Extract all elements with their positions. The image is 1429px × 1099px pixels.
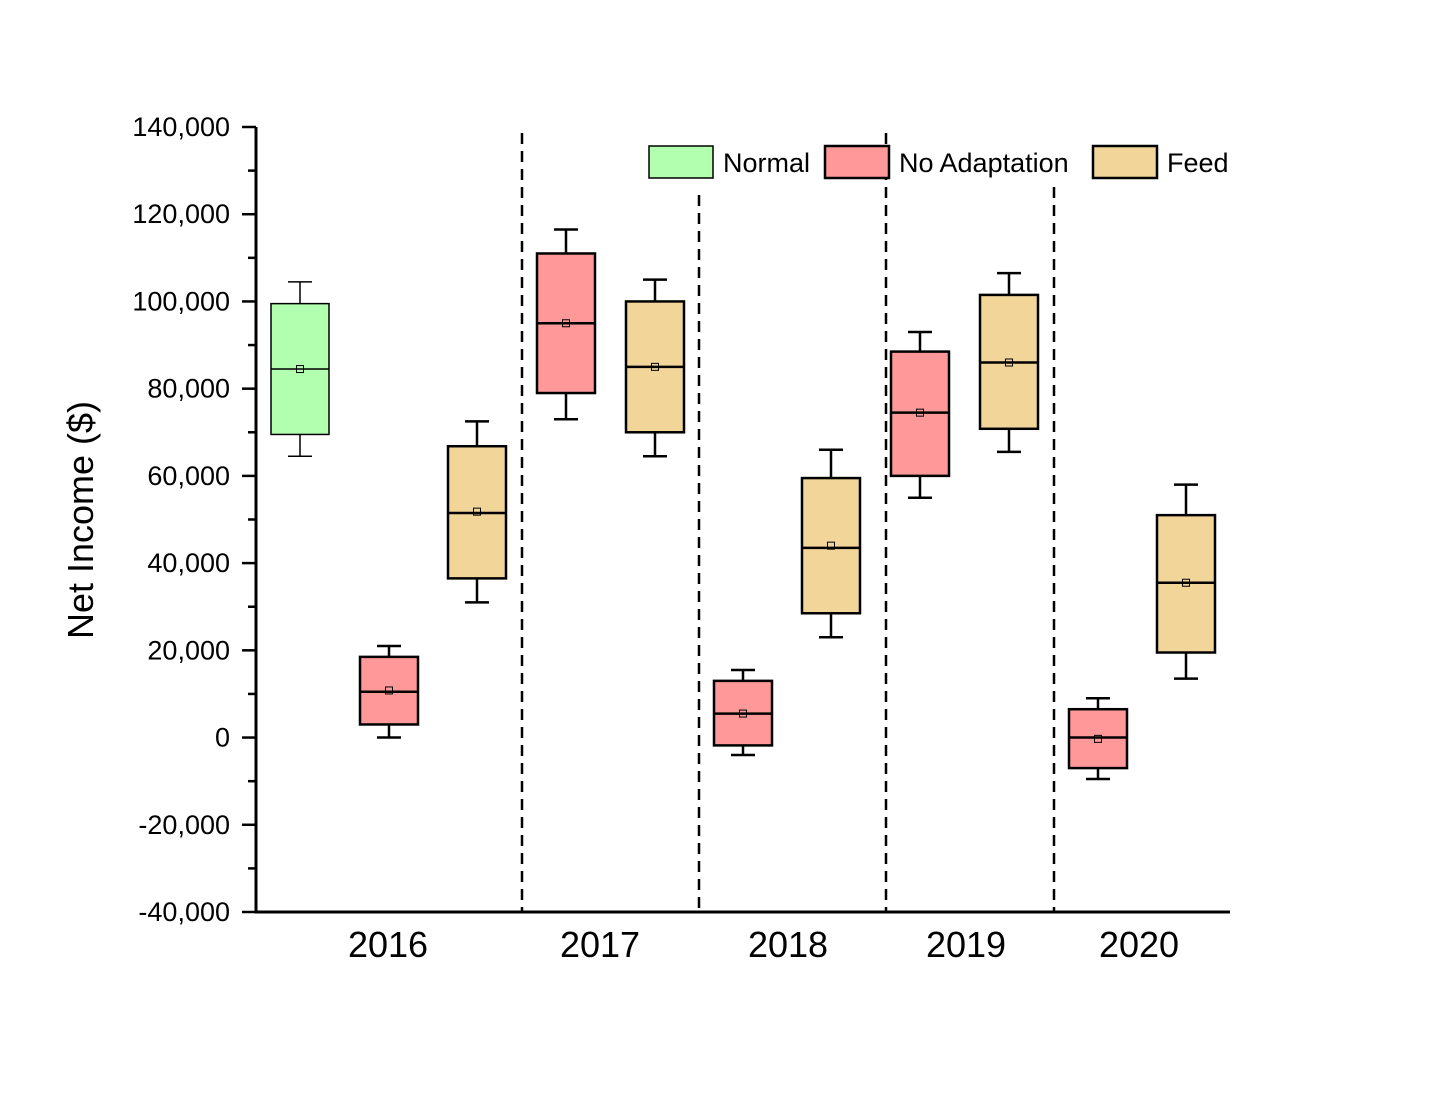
box-2020-no-adaptation bbox=[1067, 697, 1129, 781]
mean-marker bbox=[1182, 578, 1190, 587]
legend-entry-no-adaptation: No Adaptation bbox=[823, 144, 1069, 180]
box-2016-no-adaptation bbox=[358, 644, 420, 739]
y-tick-label: 20,000 bbox=[147, 635, 230, 665]
legend-label: No Adaptation bbox=[899, 148, 1069, 178]
axes-layer: -40,000 -20,000 0 20,000 40,000 60,000 80,000 1… bbox=[60, 112, 1230, 965]
mean-marker bbox=[916, 408, 924, 417]
box-2017-no-adaptation bbox=[535, 228, 597, 421]
y-tick-label: -40,000 bbox=[138, 897, 230, 927]
y-tick-label: 40,000 bbox=[147, 548, 230, 578]
box-2016-normal bbox=[270, 281, 330, 458]
y-tick-label: 120,000 bbox=[132, 199, 230, 229]
mean-marker bbox=[562, 319, 570, 328]
x-tick-label-2016: 2016 bbox=[348, 924, 428, 965]
legend-swatch bbox=[648, 145, 714, 179]
box-2018-feed bbox=[800, 448, 862, 639]
x-tick-label-2020: 2020 bbox=[1099, 924, 1179, 965]
mean-marker bbox=[385, 686, 393, 695]
legend-swatch bbox=[1091, 144, 1159, 180]
mean-marker bbox=[651, 362, 659, 371]
mean-marker bbox=[1005, 358, 1013, 367]
box-2019-no-adaptation bbox=[889, 330, 951, 499]
mean-marker bbox=[1094, 734, 1102, 743]
legend-entry-normal: Normal bbox=[648, 145, 810, 179]
legend-swatch bbox=[823, 144, 891, 180]
y-tick-label: 140,000 bbox=[132, 112, 230, 142]
legend: Normal No Adaptation Feed bbox=[648, 144, 1229, 180]
box-2017-feed bbox=[624, 278, 686, 458]
boxes-layer bbox=[270, 228, 1217, 781]
year-separators bbox=[520, 133, 1056, 912]
y-tick-label: 100,000 bbox=[132, 286, 230, 316]
box-2016-feed bbox=[446, 420, 508, 604]
x-tick-label-2019: 2019 bbox=[926, 924, 1006, 965]
mean-marker bbox=[473, 507, 481, 516]
box-2018-no-adaptation bbox=[712, 668, 774, 757]
legend-label: Feed bbox=[1167, 148, 1229, 178]
y-tick-label: 80,000 bbox=[147, 374, 230, 404]
box-2019-feed bbox=[978, 271, 1040, 454]
mean-marker bbox=[739, 709, 747, 718]
box-2020-feed bbox=[1155, 483, 1217, 680]
y-ticks: -40,000 -20,000 0 20,000 40,000 60,000 80,000 1… bbox=[132, 112, 256, 927]
x-tick-labels: 2016 2017 2018 2019 2020 bbox=[348, 924, 1179, 965]
mean-marker bbox=[296, 365, 304, 374]
x-tick-label-2018: 2018 bbox=[748, 924, 828, 965]
legend-entry-feed: Feed bbox=[1091, 144, 1229, 180]
legend-label: Normal bbox=[723, 148, 810, 178]
y-tick-label: -20,000 bbox=[138, 810, 230, 840]
x-tick-label-2017: 2017 bbox=[560, 924, 640, 965]
box-iqr bbox=[800, 476, 862, 615]
y-axis-label: Net Income ($) bbox=[60, 401, 101, 639]
y-tick-label: 0 bbox=[215, 723, 230, 753]
y-tick-label: 60,000 bbox=[147, 461, 230, 491]
mean-marker bbox=[827, 541, 835, 550]
